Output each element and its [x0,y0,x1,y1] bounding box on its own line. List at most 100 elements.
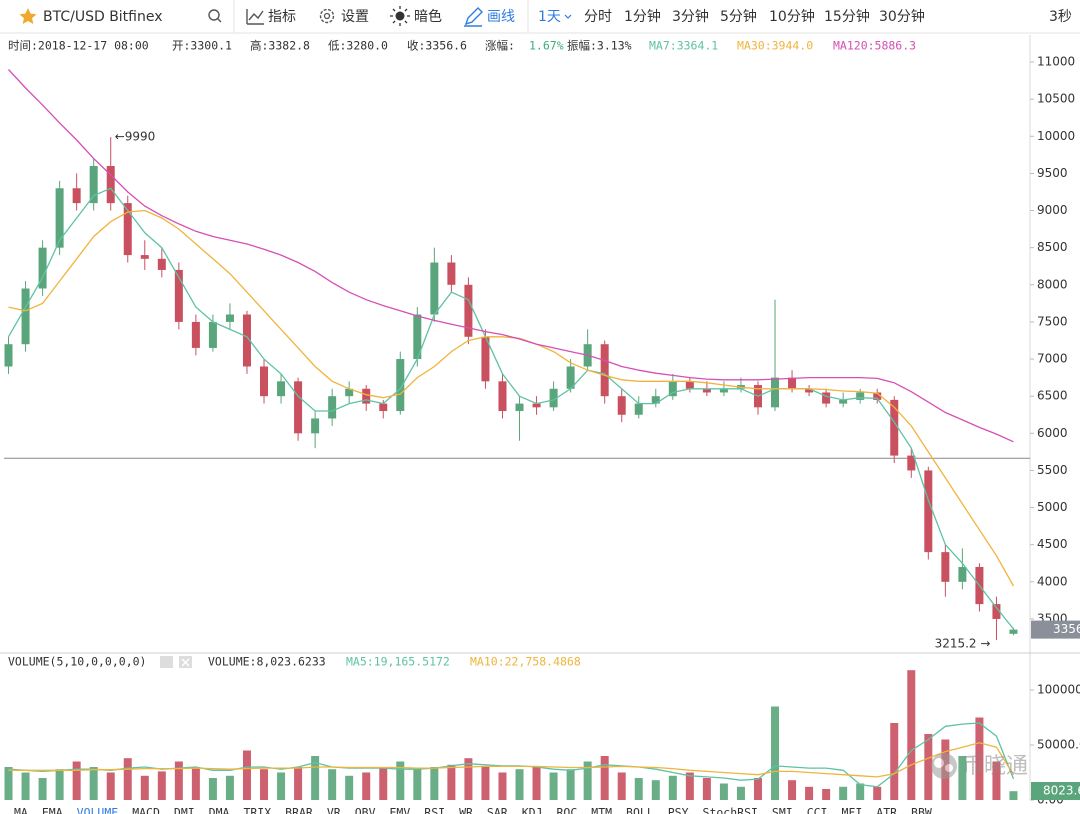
indicator-tab[interactable]: DMI [174,806,195,814]
volume-bar [617,772,626,800]
indicator-tab[interactable]: EMA [42,806,63,814]
legend-entry: MA7:3364.1 [649,39,718,53]
candle-body [1009,629,1018,634]
volume-title: VOLUME(5,10,0,0,0,0) [8,655,146,669]
interval-tab[interactable]: 1分钟 [624,8,661,25]
info-item: 高:3382.8 [250,39,310,53]
indicator-tab[interactable]: StochRSI [703,806,758,814]
volume-bar [328,769,337,800]
candle-body [413,314,422,360]
candle-body [856,392,865,400]
indicator-tab[interactable]: KDJ [522,806,543,814]
legend-entry: MA30:3944.0 [737,39,813,53]
indicator-tab[interactable]: EMV [390,806,411,814]
interval-tab[interactable]: 15分钟 [824,8,870,25]
indicator-tab[interactable]: ROC [556,806,577,814]
indicator-tab[interactable]: BBW [911,806,932,814]
volume-tag-label: 8023.6 [1043,784,1080,798]
interval-tab[interactable]: 分时 [584,9,612,25]
volume-bar [208,777,217,800]
indicator-tab[interactable]: SAR [487,806,508,814]
theme-button[interactable]: 暗色 [414,8,442,25]
candle-body [447,262,456,285]
draw-button[interactable]: 画线 [487,9,515,25]
search-icon[interactable] [208,9,222,23]
indicator-tab[interactable]: MA [14,806,28,814]
candle-body [941,552,950,582]
indicator-tab[interactable]: BOLL [626,806,654,814]
indicator-tab[interactable]: DMA [209,806,230,814]
indicator-tab[interactable]: WR [459,806,473,814]
toolbar: BTC/USD Bitfinex 指标 设置 暗色 画线 3秒 [0,0,1080,34]
indicator-tab[interactable]: RSI [424,806,445,814]
y-tick-label: 7500 [1037,314,1068,328]
indicator-tab[interactable]: VOLUME [77,806,119,814]
candle-body [294,381,303,434]
interval-tab[interactable]: 5分钟 [720,8,757,25]
indicator-tab[interactable]: MACD [132,806,160,814]
interval-tab[interactable]: 1天 [538,9,561,25]
candle-body [634,403,643,415]
candle-body [873,392,882,400]
candle-body [21,288,30,345]
indicator-tab[interactable]: OBV [355,806,376,814]
candle-body [566,366,575,389]
info-item: 时间:2018-12-17 08:00 [8,39,149,53]
interval-tab[interactable]: 30分钟 [879,8,925,25]
indicator-tab[interactable]: PSY [668,806,689,814]
volume-bar [1009,791,1018,800]
volume-bar [992,761,1001,800]
candle-body [719,388,728,393]
y-tick-label: 8000 [1037,277,1068,291]
indicator-tab[interactable]: SMI [772,806,793,814]
info-item: 开:3300.1 [172,39,232,53]
volume-bar [140,775,149,800]
volume-bar [430,766,439,800]
volume-bar [413,769,422,800]
candle-body [430,262,439,315]
settings-icon [319,8,335,24]
volume-bar [345,775,354,800]
indicator-tab[interactable]: MFI [841,806,862,814]
indicator-tab[interactable]: MTM [591,806,612,814]
volume-bar [4,766,13,800]
indicator-tab[interactable]: CCI [807,806,828,814]
theme-icon [390,6,410,26]
symbol[interactable]: BTC/USD Bitfinex [43,9,163,25]
candle-body [668,381,677,397]
volume-bar [719,783,728,800]
interval-tab[interactable]: 3分钟 [672,8,709,25]
volume-bar [822,788,831,800]
indicators-button[interactable]: 指标 [268,9,296,25]
settings-button[interactable]: 设置 [341,9,369,25]
candle-body [174,269,183,322]
indicator-tab[interactable]: BRAR [285,806,313,814]
info-item: 涨幅: [485,39,515,53]
candle-body [89,165,98,204]
ma-line [8,209,1015,587]
watermark: 币晓通 [931,753,1028,779]
candle-body [225,314,234,322]
volume-bar [481,766,490,800]
y-tick-label: 6500 [1037,389,1068,403]
volume-bar [260,769,269,800]
volume-bar [958,755,967,800]
volume-bar [600,755,609,800]
legend-entry: MA10:22,758.4868 [470,655,581,669]
candle-body [4,344,13,367]
candle-body [106,165,115,204]
volume-bar [89,766,98,800]
volume-bar [685,772,694,800]
settings-toggle[interactable] [160,656,173,668]
indicator-tab[interactable]: TRIX [243,806,271,814]
interval-tab[interactable]: 10分钟 [769,8,815,25]
refresh-interval[interactable]: 3秒 [1049,9,1072,25]
candle-body [72,188,81,204]
indicator-tab[interactable]: ATR [876,806,897,814]
y-tick-label: 9500 [1037,166,1068,180]
indicator-tab[interactable]: VR [327,806,341,814]
favorite-star[interactable] [19,8,37,24]
volume-bar [157,771,166,800]
volume-bar [873,786,882,800]
